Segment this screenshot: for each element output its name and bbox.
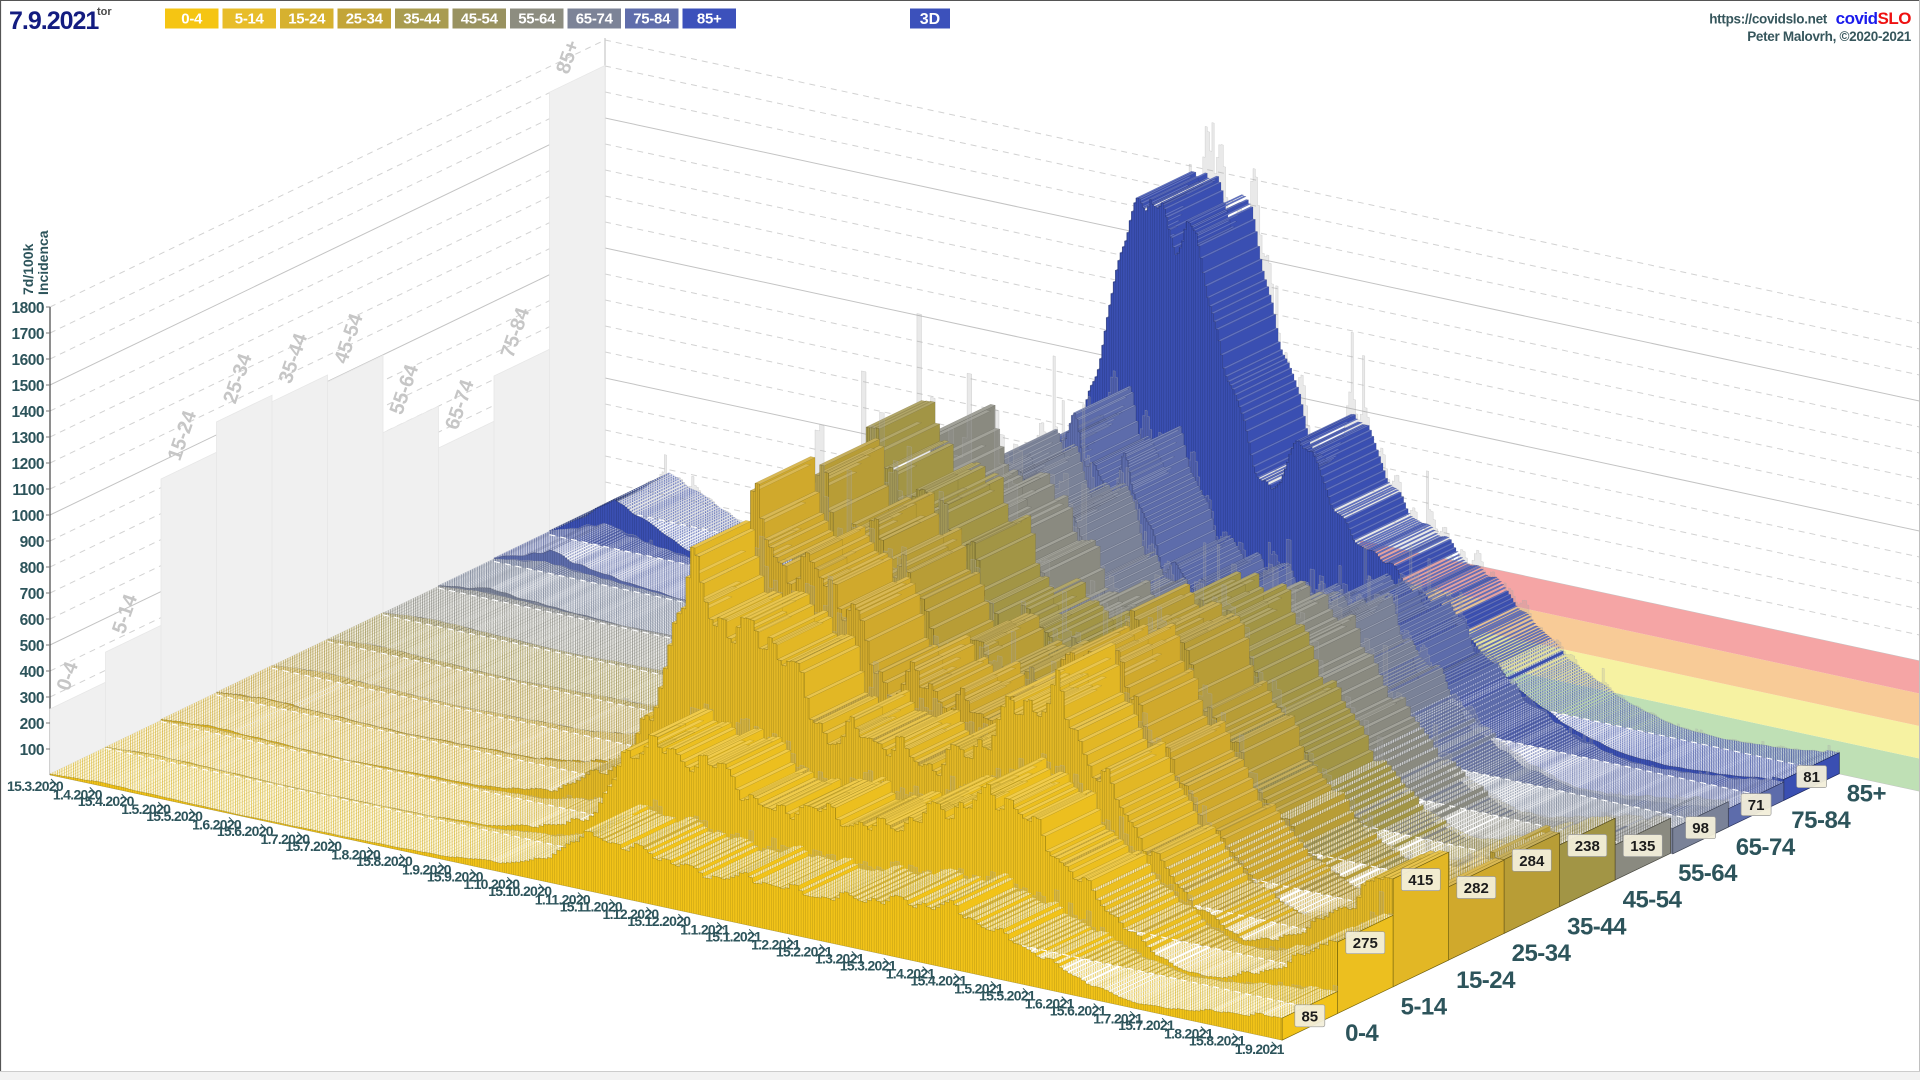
svg-text:300: 300 (20, 690, 44, 707)
svg-text:Incidenca: Incidenca (35, 230, 51, 295)
svg-text:1000: 1000 (12, 508, 44, 525)
svg-text:7.9.2021: 7.9.2021 (9, 7, 99, 35)
svg-text:1300: 1300 (12, 430, 44, 447)
svg-text:75-84: 75-84 (633, 11, 671, 28)
svg-text:55-64: 55-64 (518, 11, 556, 28)
svg-text:0-4: 0-4 (1345, 1020, 1379, 1047)
svg-text:15.3.2020: 15.3.2020 (7, 778, 64, 794)
svg-text:1.4.2021: 1.4.2021 (886, 966, 936, 982)
svg-text:1200: 1200 (12, 456, 44, 473)
svg-text:25-34: 25-34 (1512, 940, 1572, 967)
svg-text:1.7.2020: 1.7.2020 (260, 831, 310, 847)
svg-text:covidSLO: covidSLO (1836, 9, 1912, 28)
svg-text:tor: tor (97, 6, 112, 18)
svg-text:1800: 1800 (12, 300, 44, 317)
svg-text:1.5.2020: 1.5.2020 (121, 801, 171, 817)
svg-text:15.4.2021: 15.4.2021 (911, 973, 968, 989)
svg-text:1600: 1600 (12, 352, 44, 369)
svg-text:15.12.2020: 15.12.2020 (627, 913, 691, 929)
svg-text:85+: 85+ (1847, 780, 1887, 807)
svg-text:85+: 85+ (697, 11, 722, 28)
svg-text:15.8.2021: 15.8.2021 (1189, 1032, 1246, 1048)
svg-text:15.7.2021: 15.7.2021 (1118, 1017, 1175, 1033)
svg-text:15.5.2020: 15.5.2020 (146, 808, 203, 824)
svg-text:1400: 1400 (12, 404, 44, 421)
svg-text:15.6.2020: 15.6.2020 (217, 823, 274, 839)
svg-text:65-74: 65-74 (1736, 834, 1796, 861)
svg-text:135: 135 (1630, 838, 1655, 855)
svg-text:15.9.2020: 15.9.2020 (427, 868, 484, 884)
svg-text:415: 415 (1408, 872, 1433, 889)
svg-text:15.11.2020: 15.11.2020 (560, 898, 623, 914)
svg-text:1.6.2020: 1.6.2020 (192, 816, 242, 832)
svg-text:45-54: 45-54 (461, 11, 499, 28)
svg-text:1.8.2020: 1.8.2020 (331, 846, 381, 862)
svg-text:1500: 1500 (12, 378, 44, 395)
svg-text:71: 71 (1748, 797, 1765, 814)
svg-text:700: 700 (20, 586, 44, 603)
svg-text:25-34: 25-34 (346, 11, 384, 28)
svg-text:15.8.2020: 15.8.2020 (356, 853, 413, 869)
svg-text:1.9.2020: 1.9.2020 (402, 862, 452, 878)
svg-text:1.12.2020: 1.12.2020 (603, 906, 660, 922)
svg-text:15.10.2020: 15.10.2020 (488, 883, 552, 899)
svg-text:Peter Malovrh, ©2020-2021: Peter Malovrh, ©2020-2021 (1747, 29, 1912, 44)
svg-text:1.8.2021: 1.8.2021 (1164, 1026, 1214, 1042)
svg-text:7d/100k: 7d/100k (20, 243, 36, 295)
svg-text:1.5.2021: 1.5.2021 (954, 980, 1004, 996)
svg-text:1700: 1700 (12, 326, 44, 343)
svg-text:85: 85 (1301, 1008, 1318, 1025)
svg-text:400: 400 (20, 664, 44, 681)
svg-text:35-44: 35-44 (1567, 913, 1627, 940)
svg-text:15.4.2020: 15.4.2020 (78, 793, 135, 809)
svg-text:600: 600 (20, 612, 44, 629)
svg-text:15.2.2021: 15.2.2021 (776, 944, 833, 960)
svg-text:1.11.2020: 1.11.2020 (535, 892, 591, 908)
svg-text:284: 284 (1519, 853, 1545, 870)
svg-text:5-14: 5-14 (235, 11, 265, 28)
svg-text:15.7.2020: 15.7.2020 (285, 838, 342, 854)
svg-text:15.1.2021: 15.1.2021 (705, 928, 762, 944)
svg-text:1100: 1100 (12, 482, 44, 499)
svg-text:800: 800 (20, 560, 44, 577)
svg-text:35-44: 35-44 (403, 11, 441, 28)
svg-text:15-24: 15-24 (288, 11, 326, 28)
svg-text:81: 81 (1803, 769, 1820, 786)
svg-text:1.2.2021: 1.2.2021 (751, 937, 801, 953)
svg-text:238: 238 (1575, 838, 1600, 855)
svg-text:500: 500 (20, 638, 44, 655)
svg-text:55-64: 55-64 (1678, 860, 1738, 887)
svg-text:200: 200 (20, 716, 44, 733)
svg-text:https://covidslo.net: https://covidslo.net (1709, 12, 1828, 27)
svg-text:3D: 3D (920, 11, 940, 28)
svg-text:98: 98 (1692, 820, 1709, 837)
svg-text:100: 100 (20, 742, 44, 759)
svg-text:1.3.2021: 1.3.2021 (815, 950, 865, 966)
svg-text:1.6.2021: 1.6.2021 (1025, 996, 1075, 1012)
svg-text:1.7.2021: 1.7.2021 (1093, 1010, 1143, 1026)
svg-text:5-14: 5-14 (1401, 994, 1448, 1021)
svg-text:45-54: 45-54 (1623, 887, 1683, 914)
svg-text:275: 275 (1353, 935, 1378, 952)
svg-text:0-4: 0-4 (181, 11, 203, 28)
svg-text:15.6.2021: 15.6.2021 (1050, 1003, 1107, 1019)
svg-text:1.1.2021: 1.1.2021 (680, 921, 730, 937)
svg-text:900: 900 (20, 534, 44, 551)
svg-text:1.4.2020: 1.4.2020 (53, 786, 103, 802)
svg-text:282: 282 (1464, 880, 1489, 897)
svg-text:75-84: 75-84 (1791, 807, 1851, 834)
svg-text:15.3.2021: 15.3.2021 (840, 957, 897, 973)
svg-text:15.5.2021: 15.5.2021 (979, 987, 1036, 1003)
svg-text:15-24: 15-24 (1456, 967, 1516, 994)
svg-text:1.9.2021: 1.9.2021 (1235, 1041, 1285, 1057)
svg-text:65-74: 65-74 (576, 11, 614, 28)
svg-text:1.10.2020: 1.10.2020 (463, 876, 520, 892)
